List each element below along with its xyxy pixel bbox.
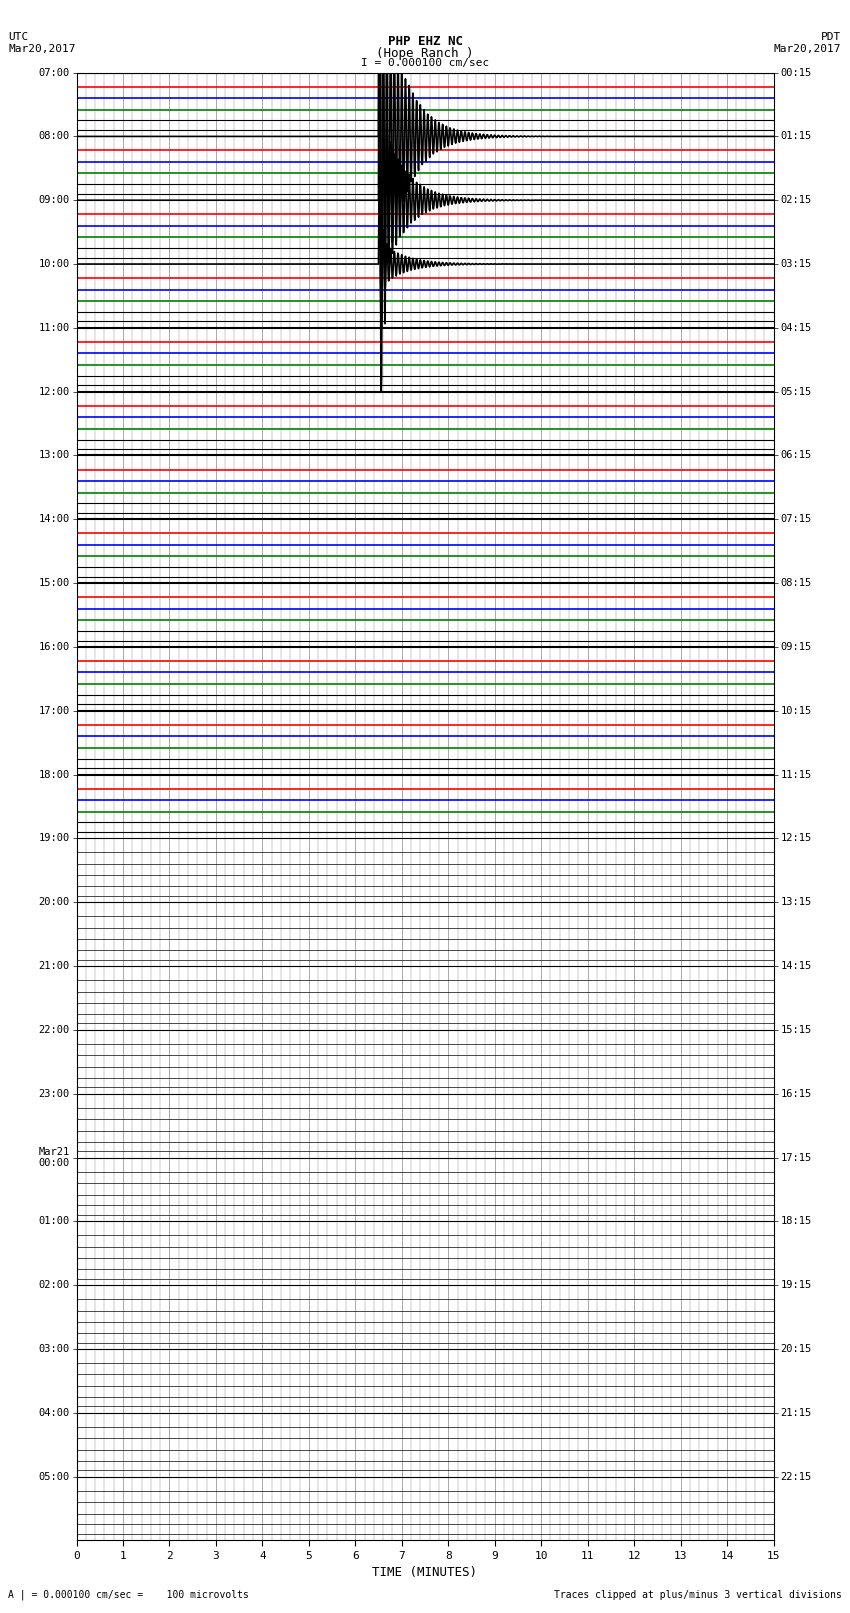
- Text: PHP EHZ NC: PHP EHZ NC: [388, 35, 462, 48]
- Text: A | = 0.000100 cm/sec =    100 microvolts: A | = 0.000100 cm/sec = 100 microvolts: [8, 1589, 249, 1600]
- X-axis label: TIME (MINUTES): TIME (MINUTES): [372, 1566, 478, 1579]
- Text: UTC: UTC: [8, 32, 29, 42]
- Text: Mar20,2017: Mar20,2017: [8, 44, 76, 53]
- Text: I = 0.000100 cm/sec: I = 0.000100 cm/sec: [361, 58, 489, 68]
- Text: PDT: PDT: [821, 32, 842, 42]
- Text: Mar20,2017: Mar20,2017: [774, 44, 842, 53]
- Text: (Hope Ranch ): (Hope Ranch ): [377, 47, 473, 60]
- Text: Traces clipped at plus/minus 3 vertical divisions: Traces clipped at plus/minus 3 vertical …: [553, 1590, 842, 1600]
